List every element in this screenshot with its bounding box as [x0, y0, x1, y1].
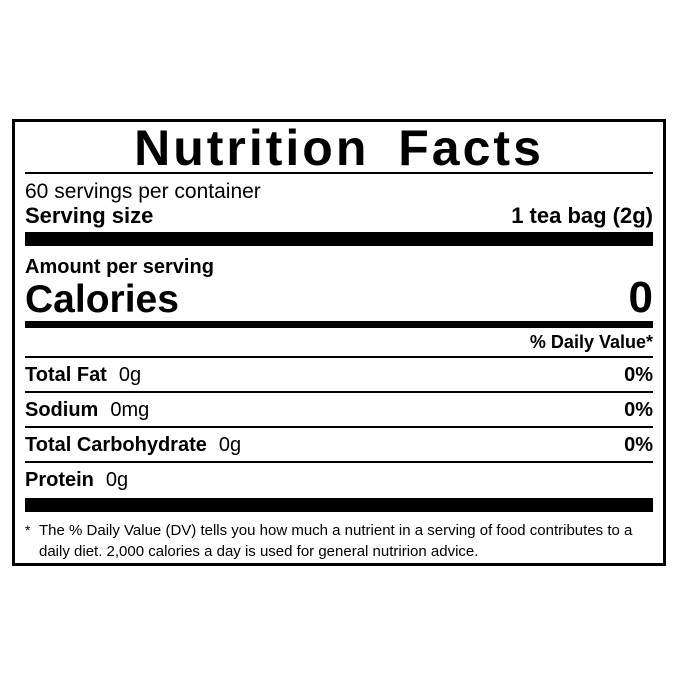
footnote: * The % Daily Value (DV) tells you how m… — [25, 520, 653, 562]
serving-size-label: Serving size — [25, 203, 154, 228]
nutrient-dv: 0% — [624, 399, 653, 421]
serving-size-value: 1 tea bag (2g) — [511, 203, 653, 228]
row-rule — [25, 461, 653, 463]
footnote-text: The % Daily Value (DV) tells you how muc… — [39, 522, 633, 560]
nutrient-dv: 0% — [624, 434, 653, 456]
nutrient-left: Protein 0g — [25, 469, 128, 491]
calories-value: 0 — [628, 273, 653, 322]
nutrient-left: Sodium 0mg — [25, 399, 149, 421]
nutrient-amount: 0g — [118, 364, 142, 386]
amount-per-serving-label: Amount per serving — [25, 256, 214, 278]
nutrient-amount: 0g — [218, 434, 242, 456]
nutrient-row-sodium: Sodium 0mg 0% — [25, 393, 653, 426]
nutrient-name: Total Carbohydrate — [25, 434, 207, 456]
nutrient-dv: 0% — [624, 364, 653, 386]
servings-per-container: 60 servings per container — [25, 180, 261, 203]
label-title: Nutrition Facts — [134, 120, 544, 176]
nutrient-name: Sodium — [25, 399, 99, 421]
nutrient-amount: 0mg — [110, 399, 150, 421]
nutrient-row-protein: Protein 0g — [25, 463, 653, 496]
row-rule — [25, 426, 653, 428]
calories-row: Calories 0 — [25, 273, 653, 322]
calories-rule — [25, 321, 653, 328]
title-rule — [25, 172, 653, 174]
nutrient-row-total-carbohydrate: Total Carbohydrate 0g 0% — [25, 428, 653, 461]
nutrient-name: Protein — [25, 469, 94, 491]
thick-rule-top — [25, 232, 653, 246]
thick-rule-bottom — [25, 498, 653, 512]
calories-label: Calories — [25, 278, 179, 321]
nutrition-label: Nutrition Facts 60 servings per containe… — [12, 119, 666, 566]
footnote-marker: * — [25, 522, 31, 538]
row-rule — [25, 391, 653, 393]
daily-value-rule — [25, 356, 653, 358]
serving-size-row: Serving size 1 tea bag (2g) — [25, 203, 653, 228]
nutrient-name: Total Fat — [25, 364, 107, 386]
nutrient-amount: 0g — [105, 469, 129, 491]
nutrient-left: Total Fat 0g — [25, 364, 141, 386]
nutrient-row-total-fat: Total Fat 0g 0% — [25, 358, 653, 391]
nutrient-left: Total Carbohydrate 0g — [25, 434, 241, 456]
daily-value-header: % Daily Value* — [529, 332, 653, 352]
